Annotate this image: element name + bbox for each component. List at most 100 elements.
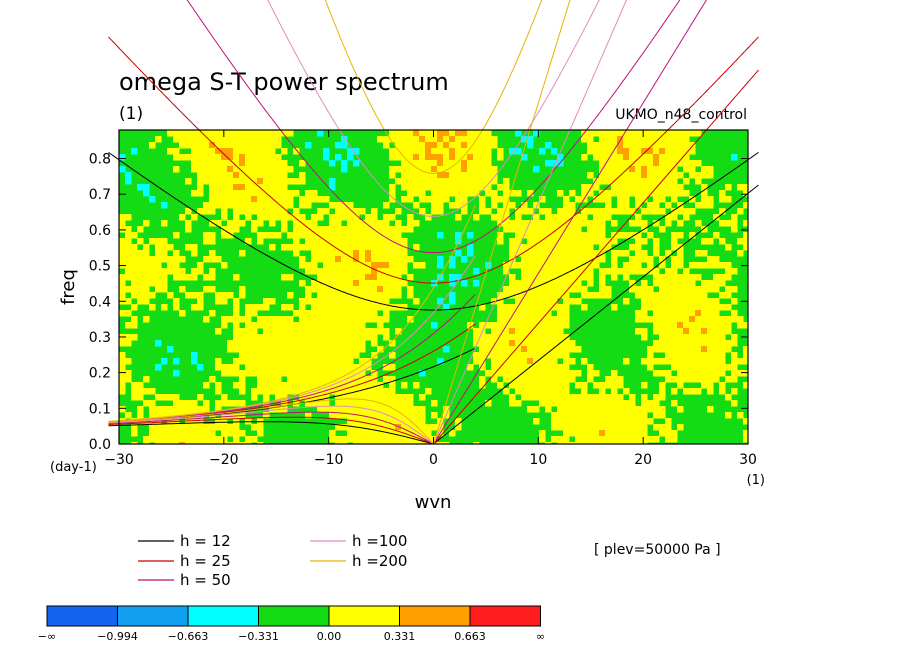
heatmap-cell [509, 310, 516, 317]
heatmap-cell [287, 328, 294, 335]
heatmap-cell [683, 334, 690, 341]
heatmap-cell [623, 418, 630, 425]
heatmap-cell [383, 280, 390, 287]
heatmap-cell [581, 286, 588, 293]
heatmap-cell [623, 442, 630, 444]
heatmap-cell [347, 328, 354, 335]
heatmap-cell [563, 436, 570, 443]
heatmap-cell [659, 190, 666, 197]
heatmap-cell [701, 196, 708, 203]
heatmap-cell [599, 268, 606, 275]
heatmap-cell [521, 208, 528, 215]
heatmap-cell [725, 412, 732, 419]
heatmap-cell [275, 232, 282, 239]
heatmap-cell [419, 430, 426, 437]
heatmap-cell [305, 382, 312, 389]
heatmap-cell [677, 148, 684, 155]
heatmap-cell [593, 382, 600, 389]
heatmap-cell [623, 298, 630, 305]
heatmap-cell [359, 316, 366, 323]
heatmap-cell [575, 250, 582, 257]
heatmap-cell [551, 292, 558, 299]
heatmap-cell [209, 202, 216, 209]
heatmap-cell [635, 160, 642, 167]
heatmap-cell [563, 226, 570, 233]
heatmap-cell [701, 202, 708, 209]
heatmap-cell [407, 184, 414, 191]
heatmap-cell [539, 280, 546, 287]
heatmap-cell [137, 388, 144, 395]
heatmap-cell [317, 334, 324, 341]
heatmap-cell [527, 304, 534, 311]
heatmap-cell [731, 358, 738, 365]
heatmap-cell [407, 136, 414, 143]
heatmap-cell [563, 364, 570, 371]
heatmap-cell [701, 322, 708, 329]
heatmap-cell [197, 160, 204, 167]
heatmap-cell [695, 358, 702, 365]
heatmap-cell [701, 358, 708, 365]
heatmap-cell [551, 328, 558, 335]
heatmap-cell [329, 286, 336, 293]
heatmap-cell [623, 262, 630, 269]
heatmap-cell [539, 436, 546, 443]
heatmap-cell [341, 286, 348, 293]
heatmap-cell [521, 154, 528, 161]
heatmap-cell [557, 370, 564, 377]
heatmap-cell [521, 328, 528, 335]
heatmap-cell [743, 202, 748, 209]
heatmap-cell [641, 160, 648, 167]
heatmap-cell [665, 214, 672, 221]
heatmap-cell [647, 286, 654, 293]
heatmap-cell [539, 244, 546, 251]
heatmap-cell [185, 154, 192, 161]
heatmap-cell [389, 136, 396, 143]
rossby-wave-curve [108, 416, 434, 445]
heatmap-cell [413, 442, 420, 444]
heatmap-cell [269, 208, 276, 215]
heatmap-cell [431, 424, 438, 431]
heatmap-cell [437, 208, 444, 215]
heatmap-cell [119, 286, 126, 293]
heatmap-cell [197, 166, 204, 173]
heatmap-cell [227, 154, 234, 161]
heatmap-cell [389, 418, 396, 425]
inertia-gravity-curve [267, 0, 600, 217]
heatmap-cell [353, 160, 360, 167]
heatmap-cell [455, 238, 462, 245]
heatmap-cell [587, 376, 594, 383]
heatmap-cell [251, 172, 258, 179]
heatmap-cell [647, 346, 654, 353]
heatmap-cell [515, 214, 522, 221]
heatmap-cell [167, 442, 174, 444]
heatmap-cell [563, 424, 570, 431]
heatmap-cell [275, 322, 282, 329]
heatmap-cell [209, 268, 216, 275]
heatmap-cell [281, 226, 288, 233]
heatmap-cell [305, 334, 312, 341]
heatmap-cell [641, 280, 648, 287]
heatmap-cell [389, 166, 396, 173]
heatmap-cell [305, 244, 312, 251]
heatmap-cell [497, 148, 504, 155]
heatmap-cell [491, 196, 498, 203]
heatmap-cell [509, 400, 516, 407]
heatmap-cell [617, 196, 624, 203]
heatmap-cell [143, 256, 150, 263]
heatmap-cell [137, 286, 144, 293]
heatmap-cell [515, 364, 522, 371]
heatmap-cell [497, 322, 504, 329]
heatmap-cell [599, 442, 606, 444]
heatmap-cell [179, 430, 186, 437]
heatmap-cell [281, 316, 288, 323]
heatmap-cell [581, 436, 588, 443]
heatmap-cell [689, 274, 696, 281]
heatmap-cell [485, 184, 492, 191]
heatmap-cell [479, 364, 486, 371]
heatmap-cell [161, 220, 168, 227]
heatmap-cell [371, 424, 378, 431]
heatmap-cell [473, 190, 480, 197]
heatmap-cell [671, 136, 678, 143]
heatmap-cell [197, 424, 204, 431]
heatmap-cell [557, 226, 564, 233]
